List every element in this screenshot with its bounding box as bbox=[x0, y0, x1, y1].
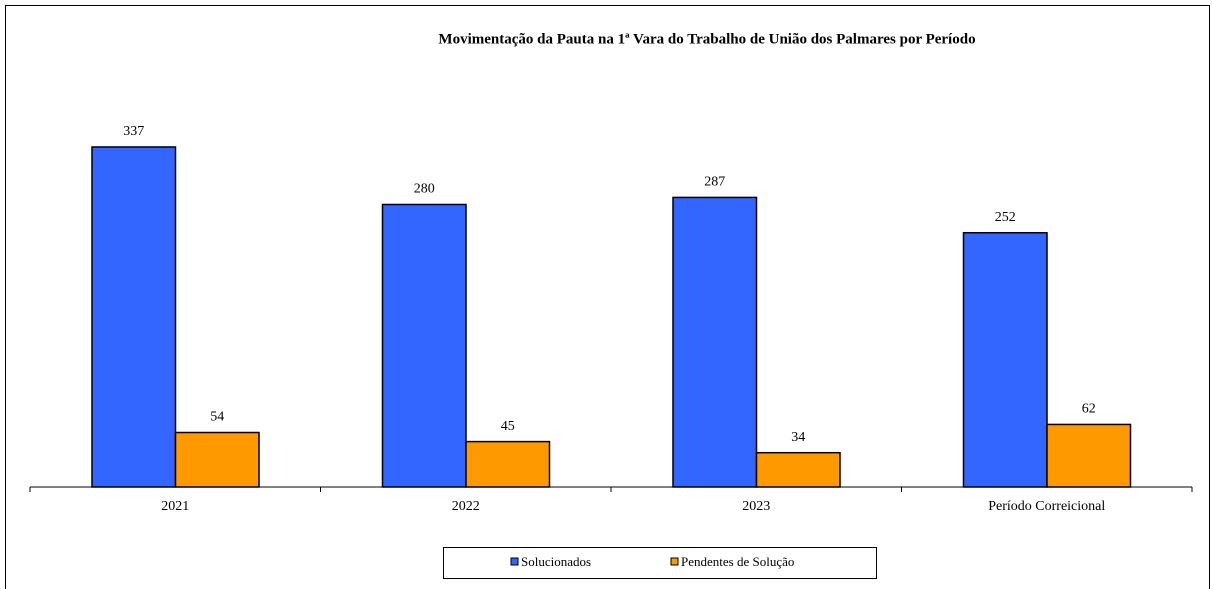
legend-swatch bbox=[510, 557, 519, 566]
bar bbox=[672, 196, 758, 488]
bar bbox=[91, 146, 177, 488]
data-label: 45 bbox=[501, 419, 515, 434]
data-label: 54 bbox=[210, 410, 224, 425]
chart-title: Movimentação da Pauta na 1ª Vara do Trab… bbox=[438, 31, 975, 47]
data-label: 34 bbox=[791, 430, 805, 445]
data-label: 280 bbox=[414, 182, 435, 197]
bar bbox=[755, 451, 841, 488]
bar bbox=[174, 431, 260, 488]
legend-swatch bbox=[670, 557, 679, 566]
bar bbox=[1046, 423, 1132, 488]
legend-label: Solucionados bbox=[521, 554, 591, 569]
x-tick-label: Período Correicional bbox=[988, 499, 1105, 514]
bar bbox=[962, 231, 1048, 488]
legend-box bbox=[443, 547, 877, 579]
x-tick-label: 2023 bbox=[742, 499, 770, 514]
data-label: 252 bbox=[995, 210, 1016, 225]
data-label: 337 bbox=[123, 124, 144, 139]
data-label: 62 bbox=[1082, 402, 1096, 417]
bar bbox=[381, 203, 467, 488]
legend-label: Pendentes de Solução bbox=[681, 554, 794, 569]
x-tick-label: 2021 bbox=[161, 499, 189, 514]
bar bbox=[465, 440, 551, 488]
x-tick-label: 2022 bbox=[452, 499, 480, 514]
data-label: 287 bbox=[704, 175, 725, 190]
chart-border bbox=[5, 5, 1210, 589]
